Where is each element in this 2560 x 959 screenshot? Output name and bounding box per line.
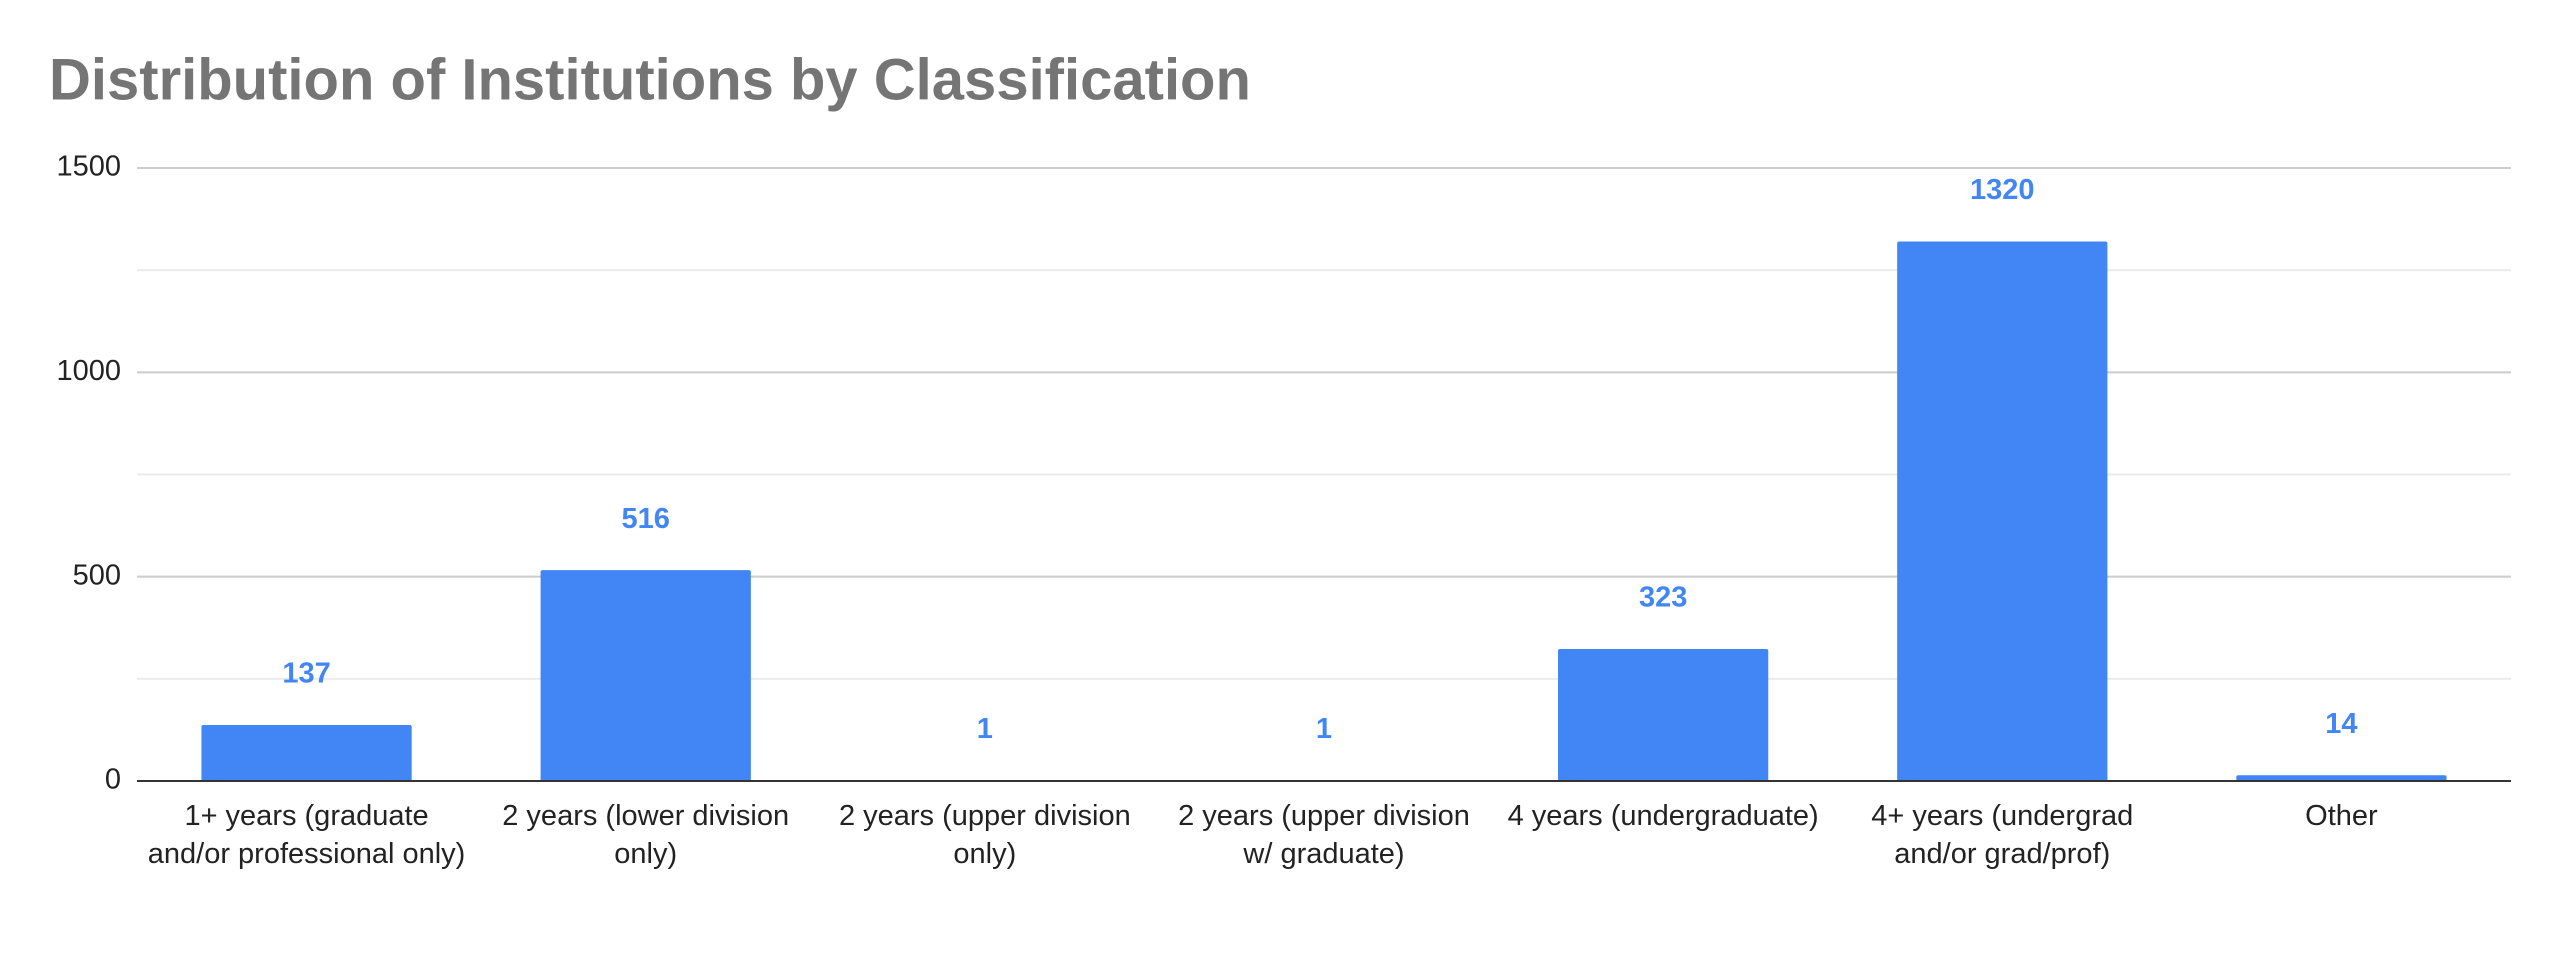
x-tick-label: 4 years (undergraduate) [1507,800,1819,832]
bar [1558,649,1769,781]
bar [1897,241,2108,781]
y-tick-label: 1000 [56,355,121,387]
x-tick-label: 1+ years (graduate and/or professional o… [147,800,466,870]
y-tick-label: 1500 [56,151,121,183]
data-label: 1320 [1970,174,2035,206]
data-label: 137 [282,658,330,690]
y-tick-label: 0 [105,764,121,796]
x-tick-label: 2 years (upper division w/ graduate) [1178,800,1470,870]
data-label: 323 [1639,582,1687,614]
x-tick-label: 4+ years (undergrad and/or grad/prof) [1871,800,2134,870]
x-tick-label: Other [2305,800,2378,832]
bar [2236,775,2447,781]
data-label: 14 [2325,708,2357,740]
x-tick-label: 2 years (upper division only) [838,800,1131,870]
y-tick-label: 500 [73,559,121,591]
bar [201,725,412,781]
chart-title: Distribution of Institutions by Classifi… [49,47,1251,112]
data-label: 516 [622,503,670,535]
data-label: 1 [977,713,993,745]
data-label: 1 [1316,713,1332,745]
x-tick-label: 2 years (lower division only) [502,800,790,870]
bar [540,570,751,781]
